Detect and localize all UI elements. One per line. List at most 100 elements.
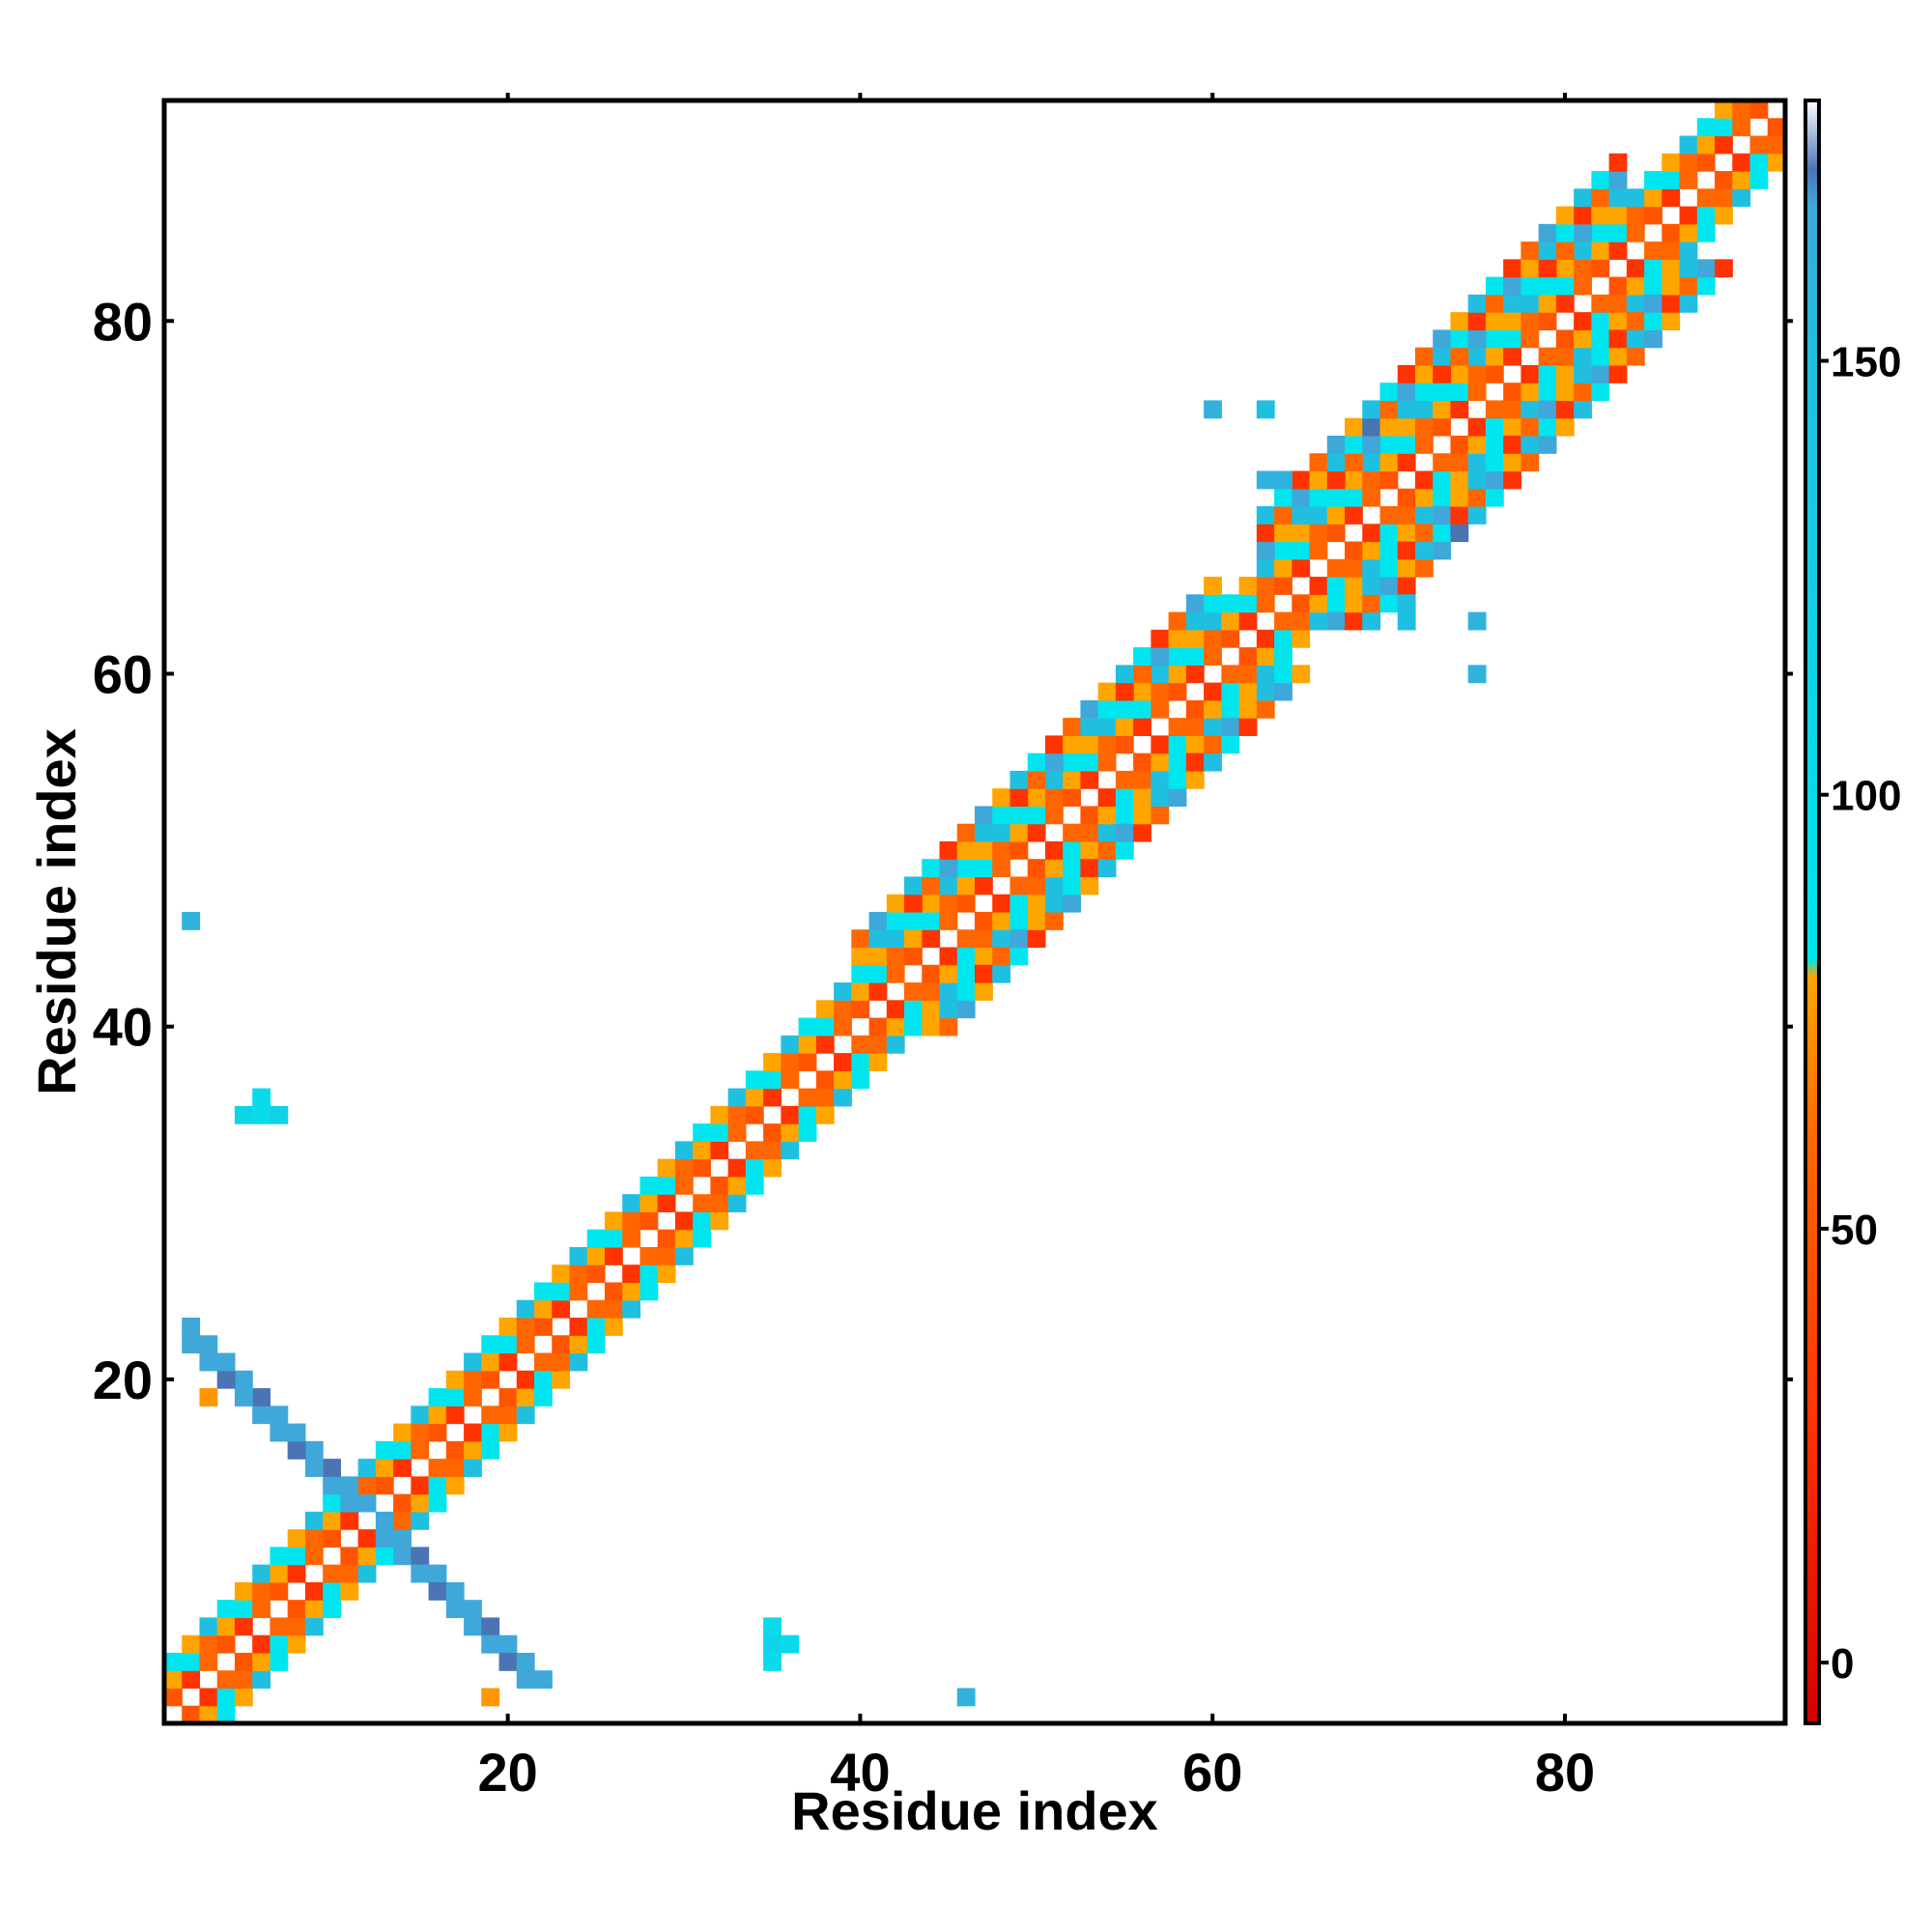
heatmap-cell	[1485, 329, 1504, 349]
heatmap-cell	[1433, 417, 1452, 437]
heatmap-cell	[622, 1282, 641, 1301]
heatmap-cell	[1749, 135, 1769, 155]
heatmap-cell	[1309, 506, 1328, 525]
heatmap-cell	[1309, 524, 1328, 543]
heatmap-cell	[323, 1493, 341, 1513]
heatmap-cell	[1185, 665, 1205, 684]
heatmap-cell	[1362, 400, 1381, 419]
heatmap-cell	[1274, 577, 1293, 595]
heatmap-cell	[1362, 541, 1381, 560]
heatmap-cell	[182, 1670, 201, 1690]
heatmap-cell	[1063, 788, 1082, 808]
heatmap-cell	[1450, 470, 1469, 490]
heatmap-cell	[975, 929, 993, 949]
heatmap-cell	[481, 1617, 500, 1636]
heatmap-cell	[586, 1229, 606, 1248]
heatmap-cell	[1574, 242, 1592, 260]
heatmap-cell	[586, 1246, 606, 1265]
heatmap-cell	[252, 1564, 271, 1583]
heatmap-cell	[868, 1053, 888, 1071]
heatmap-cell	[1238, 699, 1258, 719]
heatmap-cell	[1538, 417, 1557, 437]
heatmap-cell	[216, 1617, 236, 1636]
heatmap-cell	[1063, 859, 1082, 878]
heatmap-cell	[1185, 647, 1205, 666]
heatmap-cell	[216, 1600, 236, 1619]
heatmap-cell	[445, 1406, 465, 1425]
heatmap-cell	[1485, 453, 1504, 472]
heatmap-cell	[1379, 400, 1399, 419]
heatmap-cell	[1644, 259, 1662, 278]
heatmap-cell	[674, 1229, 694, 1248]
heatmap-cell	[1044, 840, 1064, 860]
heatmap-cell	[1538, 383, 1557, 402]
heatmap-cell	[1538, 259, 1557, 278]
heatmap-cell	[674, 1246, 694, 1265]
heatmap-cell	[710, 1176, 729, 1195]
heatmap-cell	[586, 1335, 606, 1354]
heatmap-cell	[992, 964, 1011, 983]
heatmap-cell	[357, 1547, 377, 1566]
heatmap-cell	[375, 1459, 394, 1477]
heatmap-cell	[1679, 171, 1698, 189]
heatmap-cell	[745, 1088, 764, 1107]
heatmap-cell	[357, 1493, 377, 1513]
heatmap-cell	[956, 947, 976, 966]
heatmap-cell	[1555, 400, 1575, 419]
heatmap-cell	[481, 1423, 500, 1442]
heatmap-cell	[1044, 876, 1064, 895]
heatmap-cell	[428, 1406, 447, 1425]
heatmap-cell	[992, 912, 1011, 930]
heatmap-cell	[164, 1688, 183, 1707]
heatmap-cell	[851, 1035, 870, 1054]
heatmap-cell	[1467, 364, 1487, 384]
heatmap-cell	[464, 1388, 482, 1406]
heatmap-cell	[1379, 594, 1399, 613]
heatmap-cell	[975, 859, 993, 878]
heatmap-cell	[1309, 453, 1328, 472]
heatmap-cell	[1379, 541, 1399, 560]
heatmap-cell	[1520, 417, 1540, 437]
heatmap-cell	[445, 1581, 465, 1601]
heatmap-cell	[287, 1634, 306, 1654]
heatmap-cell	[516, 1318, 535, 1336]
heatmap-cell	[569, 1246, 588, 1265]
heatmap-cell	[1274, 682, 1293, 701]
heatmap-cell	[1767, 153, 1786, 172]
heatmap-cell	[1662, 312, 1681, 330]
heatmap-cell	[1044, 806, 1064, 825]
heatmap-cell	[922, 982, 941, 1001]
heatmap-cell	[693, 1123, 712, 1142]
heatmap-cell	[1555, 329, 1575, 349]
heatmap-cell	[428, 1564, 447, 1583]
heatmap-cell	[1591, 259, 1610, 278]
heatmap-cell	[1326, 506, 1346, 525]
heatmap-cell	[886, 929, 905, 949]
heatmap-cell	[1503, 453, 1522, 472]
heatmap-cell	[781, 1141, 800, 1160]
heatmap-cell	[481, 1335, 500, 1354]
heatmap-cell	[1450, 400, 1469, 419]
heatmap-cell	[639, 1194, 659, 1213]
heatmap-cell	[1414, 364, 1434, 384]
heatmap-cell	[956, 929, 976, 949]
heatmap-cell	[1133, 788, 1151, 808]
heatmap-cell	[1767, 118, 1786, 137]
heatmap-cell	[1696, 153, 1716, 172]
heatmap-cell	[304, 1600, 324, 1619]
heatmap-cell	[270, 1581, 289, 1601]
heatmap-cell	[481, 1406, 500, 1425]
heatmap-cell	[182, 1335, 201, 1354]
heatmap-cell	[975, 840, 993, 860]
heatmap-cell	[1503, 400, 1522, 419]
heatmap-cell	[1292, 665, 1311, 684]
heatmap-cell	[1397, 383, 1416, 402]
heatmap-cell	[834, 1088, 852, 1107]
heatmap-cell	[1292, 611, 1311, 631]
heatmap-cell	[481, 1370, 500, 1389]
heatmap-cell	[1133, 682, 1151, 701]
heatmap-cell	[498, 1352, 518, 1372]
heatmap-cell	[639, 1282, 659, 1301]
heatmap-cell	[411, 1476, 430, 1495]
heatmap-cell	[1080, 718, 1099, 736]
